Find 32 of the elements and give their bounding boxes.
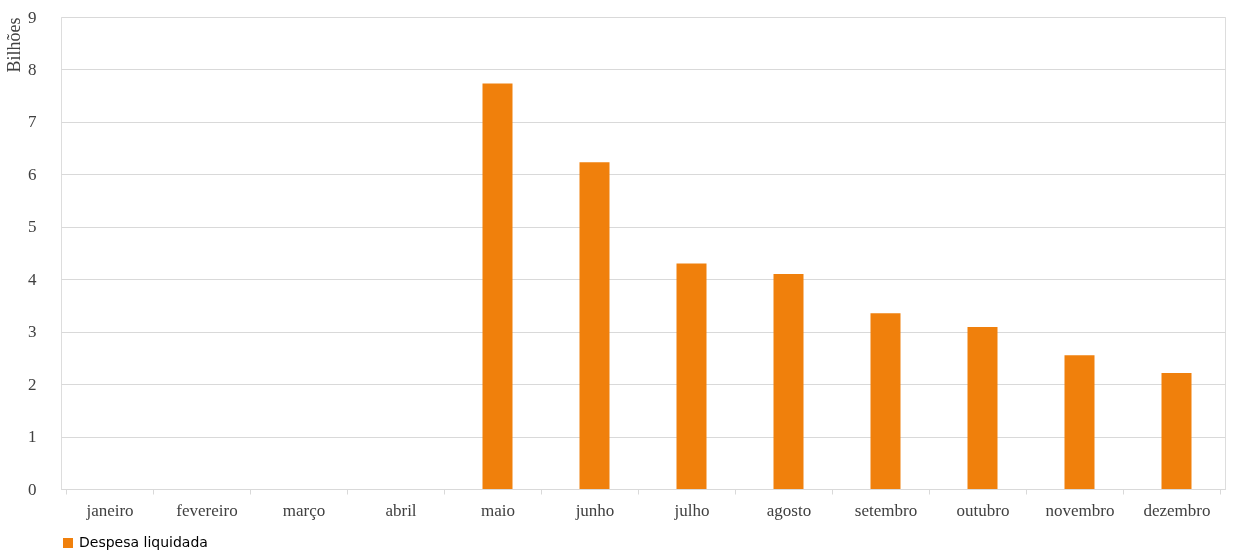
bar xyxy=(870,313,901,489)
x-tick-label: janeiro xyxy=(85,500,134,520)
legend-label: Despesa liquidada xyxy=(79,534,208,550)
x-tick-label: julho xyxy=(673,500,710,520)
y-tick-label: 8 xyxy=(28,59,37,79)
bar xyxy=(773,273,804,489)
x-tick-label: dezembro xyxy=(1143,500,1211,520)
y-tick-label: 3 xyxy=(28,322,37,342)
bar xyxy=(967,326,998,489)
y-tick-label: 7 xyxy=(28,112,37,132)
x-tick-label: maio xyxy=(481,500,515,520)
y-axis-title: Bilhões xyxy=(4,17,24,73)
x-tick-label: fevereiro xyxy=(176,500,238,520)
x-tick-label: novembro xyxy=(1045,500,1115,520)
x-tick-label: agosto xyxy=(766,500,812,520)
x-tick-label: abril xyxy=(385,500,417,520)
y-tick-label: 5 xyxy=(28,217,37,237)
bar xyxy=(1161,373,1192,489)
x-tick-label: junho xyxy=(574,500,615,520)
x-tick-label: outubro xyxy=(956,500,1010,520)
x-tick-label: março xyxy=(282,500,326,520)
y-tick-label: 2 xyxy=(28,374,37,394)
bar xyxy=(676,263,707,489)
bar xyxy=(1064,355,1095,489)
bar xyxy=(482,83,513,489)
y-tick-label: 6 xyxy=(28,164,37,184)
y-tick-label: 4 xyxy=(28,269,37,289)
bar xyxy=(579,162,610,489)
y-tick-label: 0 xyxy=(28,479,37,499)
x-tick-label: setembro xyxy=(854,500,918,520)
y-tick-label: 9 xyxy=(28,7,37,27)
y-tick-label: 1 xyxy=(28,427,37,447)
